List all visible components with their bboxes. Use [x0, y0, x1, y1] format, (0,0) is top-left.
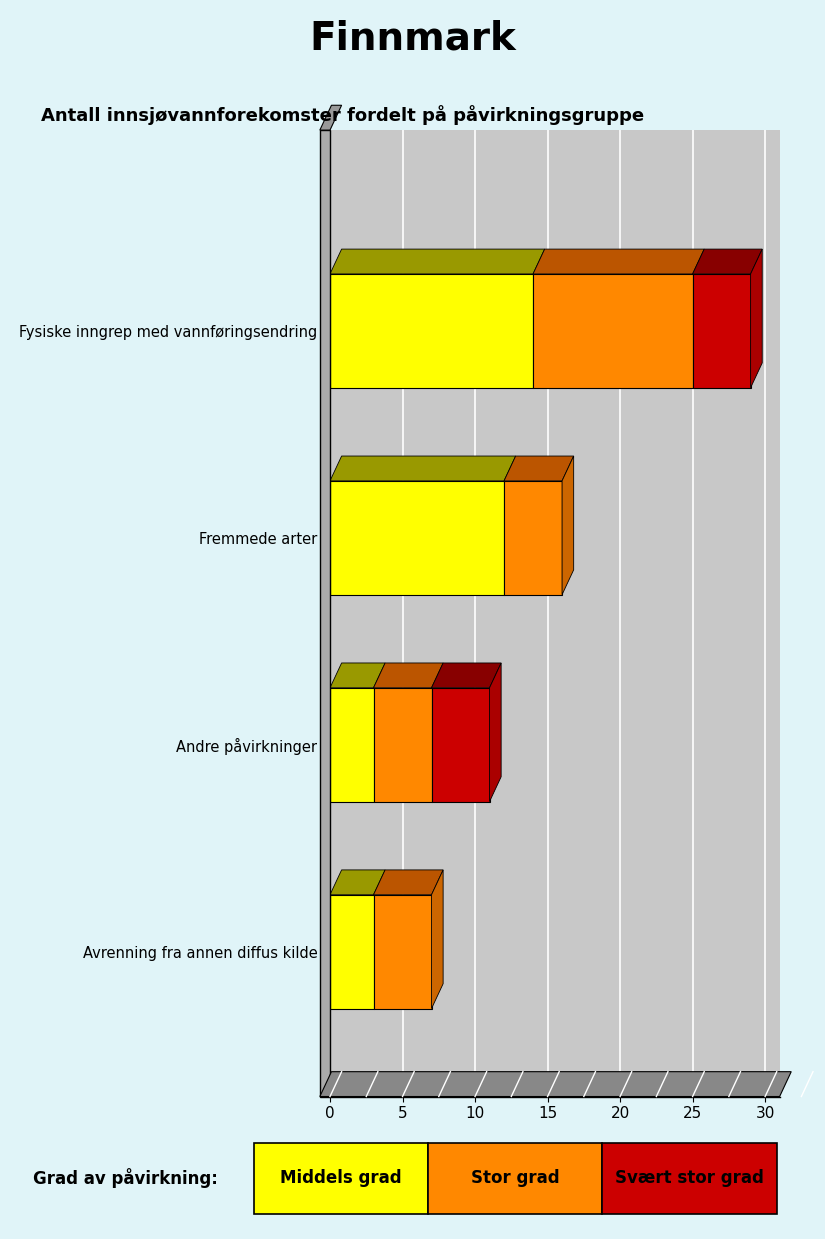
Text: Grad av påvirkning:: Grad av påvirkning: [32, 1168, 217, 1188]
FancyBboxPatch shape [602, 1142, 777, 1214]
Bar [330, 688, 374, 802]
FancyBboxPatch shape [428, 1142, 602, 1214]
Polygon shape [320, 1072, 791, 1097]
Text: Middels grad: Middels grad [280, 1170, 402, 1187]
Polygon shape [320, 130, 330, 1097]
Bar [330, 895, 374, 1009]
Polygon shape [562, 456, 573, 595]
Polygon shape [504, 456, 573, 481]
Text: Finnmark: Finnmark [309, 20, 516, 57]
Bar [330, 481, 504, 595]
Polygon shape [431, 663, 501, 688]
Polygon shape [330, 456, 516, 481]
Bar [504, 481, 562, 595]
Text: Svært stor grad: Svært stor grad [615, 1170, 764, 1187]
Polygon shape [330, 249, 544, 274]
Polygon shape [489, 663, 501, 802]
Polygon shape [751, 249, 762, 388]
Bar [374, 688, 431, 802]
Polygon shape [374, 663, 443, 688]
Bar [693, 274, 751, 388]
FancyBboxPatch shape [253, 1142, 428, 1214]
Text: Stor grad: Stor grad [471, 1170, 559, 1187]
Bar [431, 688, 489, 802]
Bar [374, 895, 431, 1009]
Polygon shape [693, 249, 762, 274]
Polygon shape [374, 870, 443, 895]
Bar [330, 274, 533, 388]
Polygon shape [330, 663, 385, 688]
Polygon shape [320, 105, 342, 130]
Text: Antall innsjøvannforekomster fordelt på påvirkningsgruppe: Antall innsjøvannforekomster fordelt på … [41, 105, 644, 125]
Polygon shape [330, 870, 385, 895]
Polygon shape [533, 249, 705, 274]
Polygon shape [431, 870, 443, 1009]
Bar [533, 274, 693, 388]
